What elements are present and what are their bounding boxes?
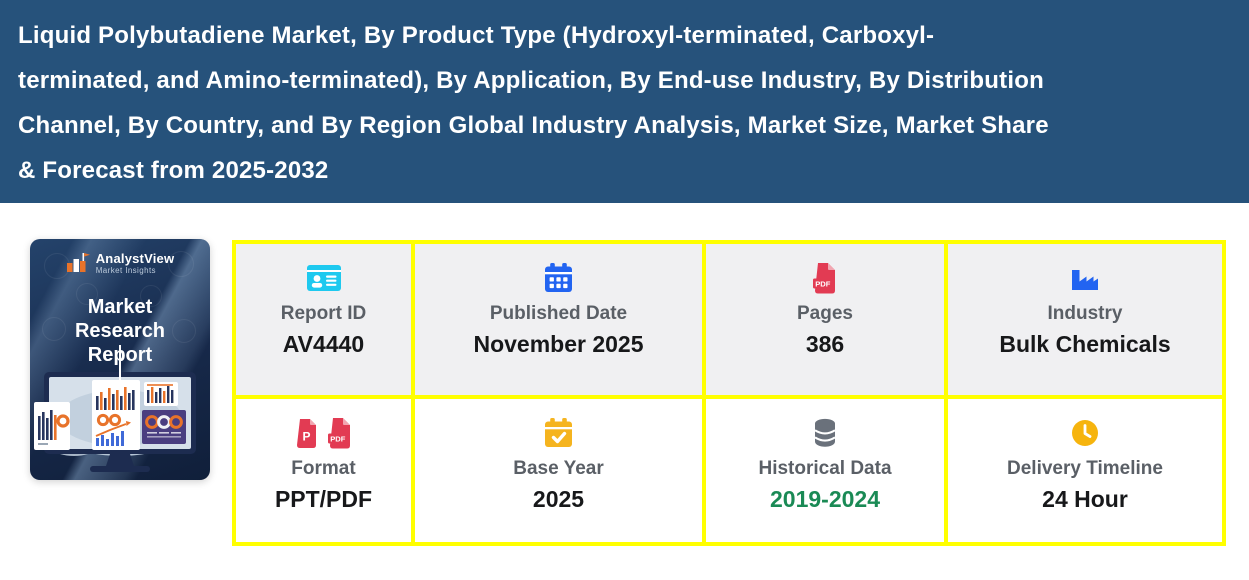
info-label: Pages — [797, 303, 853, 324]
calendar-days-icon — [545, 263, 572, 292]
id-card-icon — [306, 265, 341, 291]
info-value: PPT/PDF — [274, 486, 373, 512]
clock-icon — [1072, 420, 1098, 446]
info-label: Delivery Timeline — [1007, 458, 1163, 479]
page-title-line: & Forecast from 2025-2032 — [18, 157, 329, 184]
info-value: 24 Hour — [1042, 486, 1128, 512]
brand-tagline: Market Insights — [95, 266, 156, 275]
info-value: November 2025 — [473, 331, 644, 357]
report-info-grid: Report ID AV4440 Published Dat — [232, 240, 1226, 546]
brand-name: AnalystView — [95, 251, 175, 266]
info-value: AV4440 — [282, 331, 365, 357]
monitor-charts-illustration — [34, 372, 196, 472]
info-label: Format — [291, 458, 356, 479]
info-cell-format: P PDF Format PPT/PDF — [236, 399, 411, 542]
page-title-line: Channel, By Country, and By Region Globa… — [18, 112, 1049, 139]
pdf-file-icon: PDF — [813, 262, 835, 293]
report-title-banner: Liquid Polybutadiene Market, By Product … — [0, 0, 1249, 203]
info-cell-report-id: Report ID AV4440 — [236, 244, 411, 395]
info-cell-published-date: Published Date November 2025 — [415, 244, 702, 395]
info-label: Historical Data — [758, 458, 892, 479]
svg-text:PDF: PDF — [330, 434, 346, 443]
info-cell-base-year: Base Year 2025 — [415, 399, 702, 542]
page-title-line: Liquid Polybutadiene Market, By Product … — [18, 22, 935, 49]
svg-text:PDF: PDF — [815, 279, 831, 288]
info-cell-industry: Industry Bulk Chemicals — [948, 244, 1222, 395]
svg-text:P: P — [302, 429, 310, 443]
info-cell-delivery-timeline: Delivery Timeline 24 Hour — [948, 399, 1222, 542]
info-cell-historical-data: Historical Data 2019-2024 — [706, 399, 944, 542]
info-value: 2025 — [532, 486, 585, 512]
info-label: Published Date — [489, 303, 628, 324]
info-label: Industry — [1047, 303, 1123, 324]
database-icon — [814, 418, 836, 447]
info-value: 386 — [805, 331, 845, 357]
info-value: Bulk Chemicals — [999, 331, 1171, 357]
info-value: 2019-2024 — [770, 486, 880, 512]
ppt-file-icon: P — [296, 418, 316, 448]
calendar-check-icon — [545, 418, 572, 447]
info-label: Base Year — [513, 458, 604, 479]
info-label: Report ID — [280, 303, 367, 324]
report-cover-thumbnail: AnalystView Market Insights Market Resea… — [30, 239, 210, 480]
analystview-logo-icon — [66, 253, 90, 272]
report-summary-section: AnalystView Market Insights Market Resea… — [0, 203, 1249, 580]
page-title-line: terminated, and Amino-terminated), By Ap… — [18, 67, 1044, 94]
cover-pointer-line — [119, 345, 121, 389]
factory-icon — [1072, 270, 1098, 290]
analystview-logo: AnalystView Market Insights — [30, 251, 210, 275]
info-cell-pages: PDF Pages 386 — [706, 244, 944, 395]
pdf-file-icon: PDF — [327, 417, 350, 448]
